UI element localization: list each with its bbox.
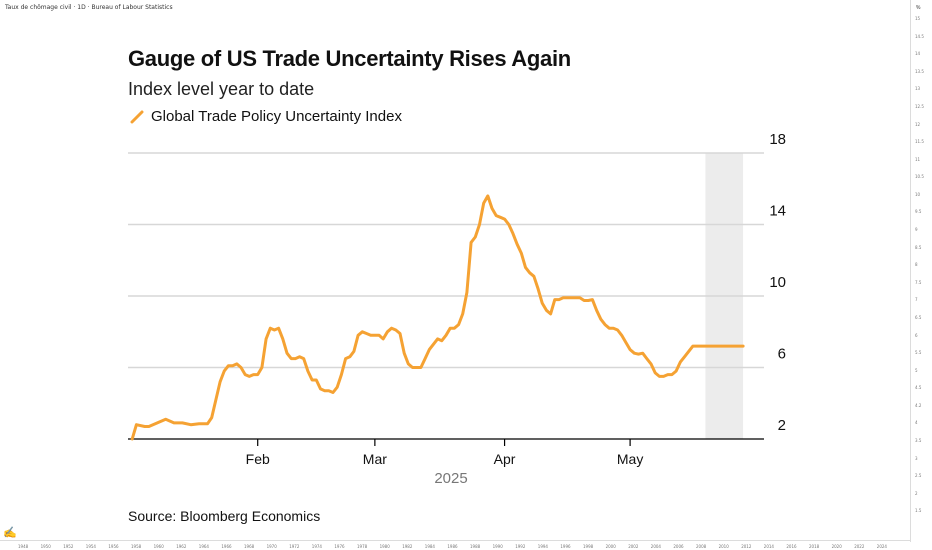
right-scale-label: 13.5 [915,68,924,74]
legend-label: Global Trade Policy Uncertainty Index [151,108,402,125]
right-scale-label: 8.5 [915,244,922,250]
time-scale-label: 1972 [289,544,300,549]
y-tick-label: 14 [769,203,786,220]
chart-legend: Global Trade Policy Uncertainty Index [130,108,402,125]
time-scale-label: 1996 [560,544,571,549]
y-tick-label: 6 [778,346,786,363]
time-scale-label: 2008 [696,544,707,549]
time-scale-label: 1958 [131,544,142,549]
bottom-time-scale[interactable]: 1948 1950 1952 1954 1956 1958 1960 1962 1964 1966… [0,540,910,550]
right-scale-label: 7 [915,297,918,303]
right-scale-label: 7.5 [915,279,922,285]
right-scale-label: 10 [915,191,921,197]
time-scale-label: 2004 [650,544,661,549]
time-scale-label: 1966 [221,544,232,549]
chart-title: Gauge of US Trade Uncertainty Rises Agai… [128,46,571,71]
time-scale-label: 1994 [537,544,548,549]
time-scale-label: 2014 [763,544,774,549]
right-scale-label: 9.5 [915,209,922,215]
time-scale-label: 1976 [334,544,345,549]
right-scale-label: 6 [915,332,918,338]
time-scale-label: 1948 [18,544,29,549]
time-scale-label: 1984 [424,544,435,549]
time-scale-label: 1974 [311,544,322,549]
time-scale-label: 1982 [402,544,413,549]
right-scale-label: 8 [915,262,918,268]
right-scale-label: 12.5 [915,103,924,109]
right-scale-label: 6.5 [915,314,922,320]
y-tick-label: 18 [769,131,786,148]
right-scale-label: 14.5 [915,33,924,39]
right-price-scale[interactable]: % 15 14.5 14 13.5 13 12.5 12 11.5 11 10.5 10 9.5 9 8.… [910,0,932,542]
time-scale-label: 1992 [515,544,526,549]
time-scale-label: 1986 [447,544,458,549]
y-tick-label: 10 [769,274,786,291]
right-scale-label: 3.5 [915,438,922,444]
right-scale-label: 14 [915,51,921,57]
time-scale-label: 1954 [85,544,96,549]
time-scale-label: 1968 [244,544,255,549]
right-scale-label: 1.5 [915,508,922,514]
time-scale-label: 2016 [786,544,797,549]
right-scale-label: 12 [915,121,921,127]
right-scale-label: 3 [915,455,918,461]
right-scale-label: 5 [915,367,918,373]
y-tick-label: 2 [778,417,786,434]
time-scale-label: 1970 [266,544,277,549]
time-scale-label: 1960 [153,544,164,549]
series-line [130,194,745,441]
time-scale-label: 1950 [40,544,51,549]
x-axis-year-label: 2025 [434,470,467,487]
time-scale-label: 2024 [876,544,887,549]
right-scale-label: 11 [915,156,921,162]
x-tick-label: Mar [363,451,387,467]
time-scale-label: 2022 [854,544,865,549]
time-scale-label: 1988 [470,544,481,549]
time-scale-label: 2000 [605,544,616,549]
time-scale-label: 1998 [583,544,594,549]
time-scale-label: 1962 [176,544,187,549]
right-scale-label: 2 [915,490,918,496]
right-scale-label: 13 [915,86,921,92]
x-tick-label: Apr [494,451,516,467]
right-scale-label: 11.5 [915,139,924,145]
right-scale-label: 9 [915,227,918,233]
source-note: Source: Bloomberg Economics [128,508,321,524]
time-scale-label: 2018 [809,544,820,549]
time-scale-label: 2006 [673,544,684,549]
legend-swatch-icon [130,110,144,123]
time-scale-label: 1956 [108,544,119,549]
data-source-header: Taux de chômage civil · 1D · Bureau of L… [5,4,173,11]
chart-subtitle: Index level year to date [128,79,315,99]
x-tick-label: Feb [246,451,270,467]
right-scale-label: 5.5 [915,350,922,356]
right-scale-label: 4.5 [915,385,922,391]
time-scale-label: 1980 [379,544,390,549]
time-scale-label: 1978 [357,544,368,549]
time-scale-label: 2010 [718,544,729,549]
right-scale-label: 4 [915,420,918,426]
time-scale-label: 2002 [628,544,639,549]
time-scale-label: 2012 [741,544,752,549]
right-scale-label: 10.5 [915,174,924,180]
right-scale-label: 15 [915,16,921,21]
right-scale-unit: % [916,5,921,11]
time-scale-label: 2020 [831,544,842,549]
time-scale-label: 1952 [63,544,74,549]
time-scale-label: 1964 [198,544,209,549]
time-scale-label: 1990 [492,544,503,549]
right-scale-label: 2.5 [915,473,922,479]
drawing-tool-icon[interactable]: ✍ [3,527,17,539]
right-scale-label: 4.2 [915,402,922,408]
x-tick-label: May [617,451,643,467]
